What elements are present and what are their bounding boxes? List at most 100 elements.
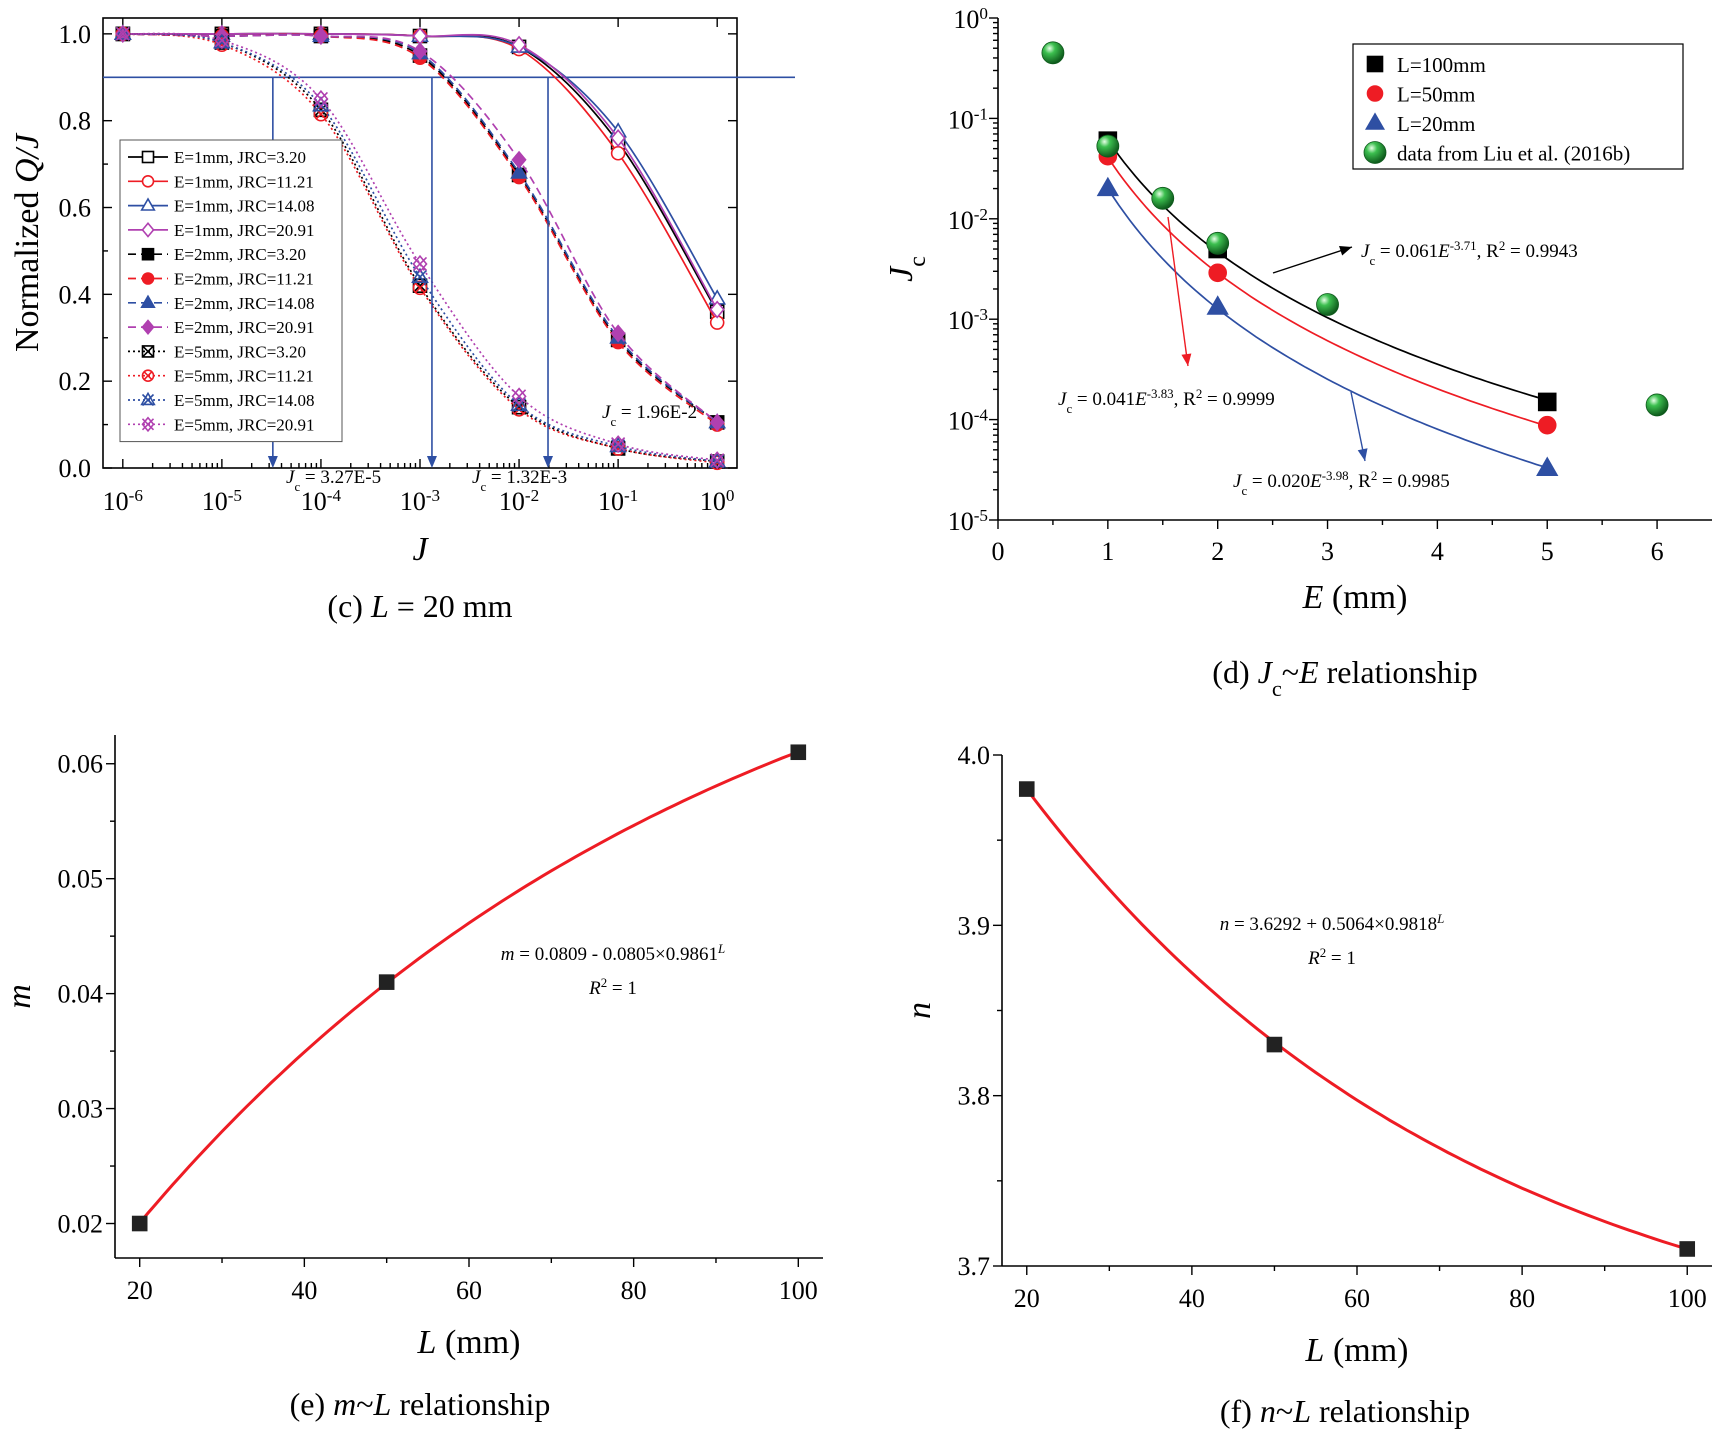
data-point — [115, 24, 131, 43]
equation-arrow-head — [1357, 448, 1368, 461]
fit-curve — [1107, 139, 1548, 402]
jc-arrow-head — [267, 456, 278, 468]
data-point — [378, 974, 395, 990]
x-tick-label: 80 — [1509, 1284, 1535, 1313]
legend-marker — [1364, 112, 1386, 130]
legend-label: L=50mm — [1397, 83, 1475, 107]
legend-label: E=1mm, JRC=3.20 — [174, 148, 306, 167]
jc-annotation: Jc = 1.32E-3 — [472, 467, 567, 494]
data-point — [511, 35, 527, 54]
x-tick-label: 3 — [1321, 537, 1334, 566]
y-tick-label: 0.06 — [58, 750, 104, 779]
x-axis-label: E (mm) — [1302, 579, 1408, 616]
data-point — [610, 128, 626, 148]
legend-marker — [141, 150, 155, 164]
x-tick-label: 40 — [291, 1276, 317, 1305]
data-point — [709, 300, 725, 319]
data-point — [610, 435, 626, 454]
x-tick-label: 10-3 — [400, 486, 440, 517]
y-tick-label: 100 — [953, 4, 988, 35]
y-tick-label: 0.05 — [58, 865, 104, 894]
x-tick-label: 80 — [621, 1276, 647, 1305]
legend-box — [119, 139, 343, 443]
data-point — [1537, 415, 1557, 435]
fit-r2: R2 = 1 — [588, 975, 637, 1000]
y-tick-label: 4.0 — [958, 741, 991, 770]
x-tick-label: 10-2 — [499, 486, 539, 517]
legend-label: E=5mm, JRC=14.08 — [174, 391, 315, 410]
legend-label: E=5mm, JRC=20.91 — [174, 415, 315, 434]
jc-annotation: Jc = 3.27E-5 — [286, 467, 381, 494]
y-axis-label: m — [1, 984, 38, 1009]
legend-marker — [1366, 55, 1384, 73]
series-group — [115, 24, 725, 470]
data-point — [313, 26, 329, 46]
data-point — [1041, 41, 1065, 65]
series-line — [122, 33, 718, 424]
x-tick-label: 1 — [1101, 537, 1114, 566]
data-point — [1536, 456, 1559, 476]
legend-marker — [1363, 141, 1387, 164]
legend-marker — [140, 391, 156, 407]
x-tick-label: 5 — [1541, 537, 1554, 566]
data-point — [709, 451, 725, 470]
x-tick-label: 60 — [1344, 1284, 1370, 1313]
equation-arrow-head — [1339, 246, 1352, 256]
panel-d-chart: 0 1 2 3 4 5 6 10-5 10-4 10-3 10-2 10-1 100 E (mm) Jc (d… — [883, 4, 1712, 701]
fit-curve — [1107, 156, 1548, 427]
y-tick-label: 0.02 — [58, 1210, 104, 1239]
data-point — [1208, 263, 1227, 283]
legend-box — [1352, 43, 1684, 170]
x-axis-label: L (mm) — [1305, 1332, 1409, 1369]
data-point — [1645, 393, 1669, 417]
data-point — [1679, 1241, 1696, 1257]
fit-curve — [138, 750, 799, 1224]
x-tick-label: 2 — [1211, 537, 1224, 566]
legend-marker — [141, 247, 155, 261]
data-point — [1266, 1036, 1283, 1053]
y-tick-label: 0.03 — [58, 1095, 104, 1124]
equation-arrow — [1167, 216, 1189, 367]
legend-label: E=2mm, JRC=3.20 — [174, 245, 306, 264]
y-tick-label: 10-4 — [948, 405, 989, 436]
legend-marker — [141, 319, 155, 335]
fit-equation: Jc = 0.041E-3.83, R2 = 0.9999 — [1058, 386, 1275, 416]
data-point — [131, 1215, 148, 1232]
panel-caption: (e) m~L relationship — [290, 1386, 551, 1422]
y-tick-label: 0.8 — [59, 107, 92, 136]
legend-label: E=5mm, JRC=11.21 — [174, 367, 314, 386]
legend-label: data from Liu et al. (2016b) — [1397, 142, 1630, 166]
data-point — [610, 324, 626, 343]
y-tick-label: 10-5 — [948, 506, 988, 537]
series-group — [1041, 41, 1669, 417]
fit-r2: R2 = 1 — [1307, 945, 1356, 970]
legend-label: E=5mm, JRC=3.20 — [174, 342, 306, 361]
data-point — [412, 254, 428, 274]
y-tick-label: 10-2 — [948, 204, 988, 235]
y-axis-label: Jc — [883, 256, 931, 282]
x-tick-label: 100 — [1668, 1284, 1707, 1313]
fit-curve — [1107, 188, 1548, 469]
y-axis-label: Normalized Q/J — [9, 132, 46, 352]
x-tick-label: 20 — [127, 1276, 153, 1305]
x-tick-label: 60 — [456, 1276, 482, 1305]
data-point — [1206, 231, 1230, 255]
legend-marker — [141, 175, 155, 188]
x-tick-label: 40 — [1179, 1284, 1205, 1313]
data-point — [1316, 293, 1339, 316]
data-point — [511, 387, 527, 406]
y-tick-label: 10-3 — [948, 305, 988, 336]
legend-label: L=20mm — [1397, 112, 1475, 136]
data-point — [1206, 295, 1229, 315]
legend-label: E=1mm, JRC=20.91 — [174, 221, 315, 240]
data-point — [1151, 186, 1175, 210]
jc-arrow-head — [426, 456, 437, 468]
legend-label: E=1mm, JRC=14.08 — [174, 197, 315, 216]
jc-arrow-head — [543, 456, 554, 468]
legend-marker — [140, 197, 156, 211]
data-point — [411, 267, 429, 285]
data-point — [790, 744, 807, 761]
panel-c-chart: 10-6 10-5 10-4 10-3 10-2 10-1 100 0.0 0.2 0.4 0.6 0… — [9, 17, 795, 624]
data-point — [511, 150, 527, 169]
